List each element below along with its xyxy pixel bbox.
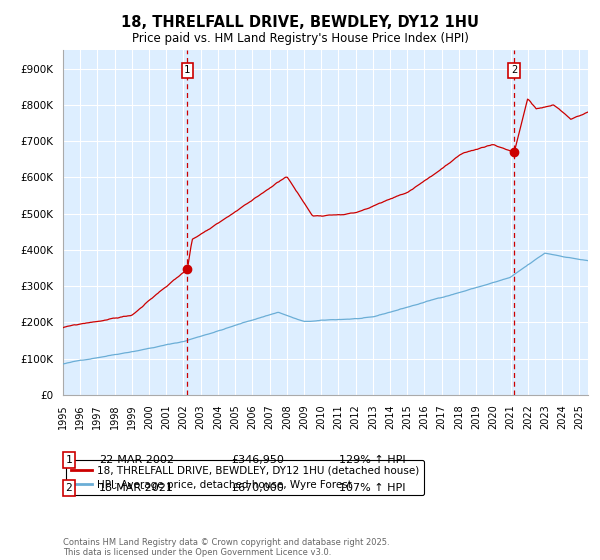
Text: Price paid vs. HM Land Registry's House Price Index (HPI): Price paid vs. HM Land Registry's House …	[131, 32, 469, 45]
Text: 129% ↑ HPI: 129% ↑ HPI	[339, 455, 406, 465]
Text: 18-MAR-2021: 18-MAR-2021	[99, 483, 174, 493]
Legend: 18, THRELFALL DRIVE, BEWDLEY, DY12 1HU (detached house), HPI: Average price, det: 18, THRELFALL DRIVE, BEWDLEY, DY12 1HU (…	[65, 460, 424, 495]
Text: 1: 1	[65, 455, 73, 465]
Text: 107% ↑ HPI: 107% ↑ HPI	[339, 483, 406, 493]
Text: 1: 1	[184, 66, 190, 76]
Text: 2: 2	[511, 66, 517, 76]
Text: Contains HM Land Registry data © Crown copyright and database right 2025.
This d: Contains HM Land Registry data © Crown c…	[63, 538, 389, 557]
Text: 22-MAR-2002: 22-MAR-2002	[99, 455, 174, 465]
Text: 18, THRELFALL DRIVE, BEWDLEY, DY12 1HU: 18, THRELFALL DRIVE, BEWDLEY, DY12 1HU	[121, 15, 479, 30]
Text: £346,950: £346,950	[231, 455, 284, 465]
Text: £670,000: £670,000	[231, 483, 284, 493]
Text: 2: 2	[65, 483, 73, 493]
